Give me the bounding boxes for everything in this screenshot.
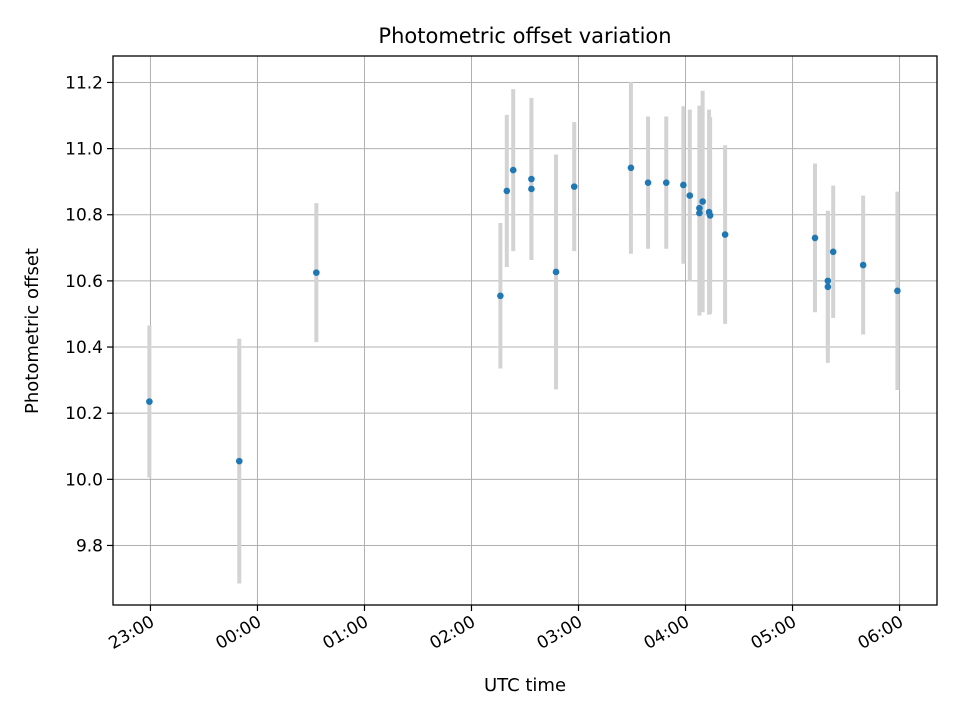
data-point	[824, 283, 832, 291]
data-point	[696, 204, 703, 212]
y-tick-label: 9.8	[76, 536, 103, 556]
x-tick-label: 00:00	[213, 612, 265, 654]
data-point	[627, 164, 635, 172]
x-axis-ticks: 23:00 00:00 01:00 02:00 03:00 04:00 05:00 06:00	[106, 605, 907, 654]
data-point	[811, 234, 819, 242]
y-axis-label: Photometric offset	[22, 248, 43, 414]
y-tick-label: 10.8	[65, 206, 103, 226]
data-point	[503, 187, 511, 195]
x-tick-label: 05:00	[748, 612, 800, 654]
data-point	[706, 212, 714, 219]
data-point	[497, 292, 504, 300]
y-tick-label: 10.0	[65, 470, 103, 490]
data-point	[509, 166, 517, 174]
data-point	[829, 248, 837, 256]
data-point	[824, 277, 832, 285]
data-point	[721, 231, 729, 238]
x-tick-label: 02:00	[427, 612, 479, 654]
data-point	[699, 198, 706, 205]
data-point	[146, 398, 153, 405]
y-tick-label: 10.2	[65, 404, 103, 424]
data-point	[552, 268, 560, 276]
x-tick-label: 06:00	[855, 612, 907, 654]
data-point	[570, 183, 578, 190]
chart-title: Photometric offset variation	[378, 24, 671, 48]
y-tick-label: 11.0	[65, 140, 103, 160]
plot-frame	[112, 55, 938, 606]
data-point	[696, 209, 703, 217]
y-tick-label: 10.6	[65, 272, 103, 292]
grid	[113, 56, 937, 605]
x-tick-label: 23:00	[106, 612, 158, 654]
data-point	[313, 269, 320, 276]
data-point	[528, 175, 535, 183]
data-point	[680, 181, 687, 189]
data-point	[894, 287, 901, 295]
data-point	[686, 192, 694, 199]
x-tick-label: 04:00	[641, 612, 693, 654]
x-tick-label: 01:00	[320, 612, 372, 654]
x-axis-label: UTC time	[484, 675, 566, 696]
x-tick-label: 03:00	[534, 612, 586, 654]
data-point	[859, 261, 867, 269]
y-tick-label: 10.4	[65, 338, 103, 358]
error-bars	[147, 81, 900, 584]
data-point	[662, 179, 670, 186]
data-point	[235, 457, 243, 465]
data-point	[528, 185, 535, 193]
data-point	[644, 179, 652, 186]
y-axis-ticks: 9.8 10.0 10.2 10.4 10.6 10.8 11.0 11.2	[65, 73, 113, 556]
y-tick-label: 11.2	[65, 73, 103, 93]
data-points	[146, 164, 901, 465]
